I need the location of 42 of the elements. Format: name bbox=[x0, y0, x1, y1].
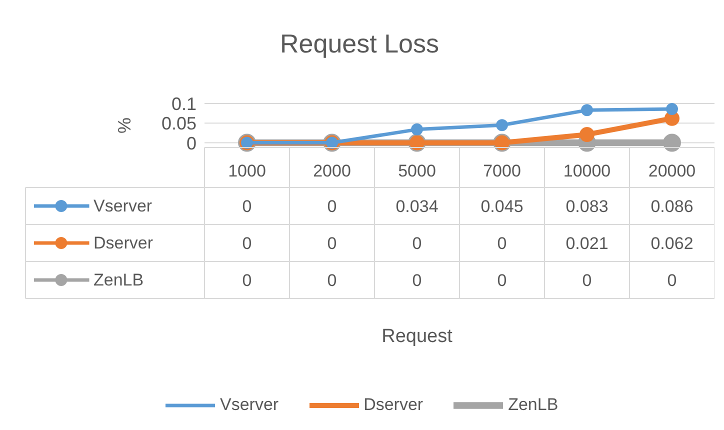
x-tick-label: 2000 bbox=[313, 162, 351, 180]
point bbox=[496, 119, 508, 132]
y-axis-title: % bbox=[114, 117, 134, 134]
legend-label: ZenLB bbox=[94, 270, 144, 290]
data-label: 0 bbox=[242, 234, 252, 253]
y-tick-label: 0.05 bbox=[161, 114, 197, 134]
data-label: 0 bbox=[582, 271, 592, 290]
data-label: 0.062 bbox=[650, 234, 694, 253]
data-label: 0 bbox=[242, 197, 252, 216]
text: Dserver bbox=[364, 395, 424, 414]
data-label: 0.045 bbox=[480, 197, 524, 216]
point bbox=[666, 103, 678, 115]
text: Vserver bbox=[220, 395, 279, 414]
data-label: 0 bbox=[497, 234, 507, 253]
point bbox=[581, 104, 593, 116]
legend-label: Vserver bbox=[94, 196, 152, 216]
data-label: 0 bbox=[327, 234, 337, 253]
legend-label: Dserver bbox=[94, 234, 154, 252]
x-tick-label: 1000 bbox=[228, 162, 266, 180]
x-tick-label: 7000 bbox=[483, 162, 521, 180]
x-tick-label: 20000 bbox=[648, 162, 696, 180]
chart-title: Request Loss bbox=[280, 28, 439, 58]
data-label: 0 bbox=[497, 271, 507, 290]
x-tick-label: 5000 bbox=[398, 162, 436, 180]
text: ZenLB bbox=[508, 395, 558, 414]
data-label: 0 bbox=[412, 234, 422, 253]
x-tick-label: 10000 bbox=[563, 162, 611, 180]
text: Request bbox=[382, 326, 454, 347]
data-label: 0 bbox=[242, 271, 252, 290]
data-label: 0.034 bbox=[396, 197, 438, 216]
point bbox=[411, 123, 423, 136]
y-tick-label: 0.1 bbox=[171, 94, 197, 114]
data-label: 0.021 bbox=[566, 234, 608, 253]
data-label: 0 bbox=[327, 197, 337, 216]
point bbox=[580, 127, 594, 142]
data-label: 0.083 bbox=[566, 197, 608, 216]
data-label: 0 bbox=[667, 271, 677, 290]
data-label: 0 bbox=[327, 271, 337, 290]
point bbox=[663, 134, 681, 152]
y-tick-label: 0 bbox=[186, 133, 197, 154]
data-label: 0 bbox=[412, 271, 422, 290]
data-label: 0.086 bbox=[650, 197, 694, 216]
